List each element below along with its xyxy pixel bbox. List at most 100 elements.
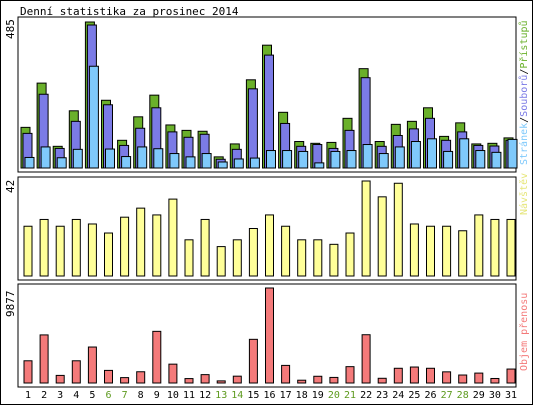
x-axis-day-label: 9 [154,390,160,401]
stranek-bar [56,157,67,169]
objem-bar [281,364,291,384]
navstev-bar [120,216,130,277]
objem-bar [361,334,371,384]
x-axis-day-label: 29 [473,390,485,401]
navstev-bar [265,214,274,277]
stranek-bar [410,141,421,169]
volume-max-label: 9877 [4,291,17,318]
x-axis-day-label: 18 [296,390,308,401]
stranek-bar [169,153,180,169]
navstev-bar [409,223,419,277]
stranek-bar [24,156,35,169]
stranek-bar [88,65,99,169]
stranek-bar [233,158,244,169]
objem-bar [474,372,484,384]
x-axis-day-label: 28 [457,390,469,401]
navstev-bar [281,225,291,277]
x-axis-day-label: 14 [231,390,243,401]
objem-bar [200,374,210,384]
hits-max-label: 485 [4,19,17,39]
navstev-bar [361,180,371,277]
objem-bar [232,375,242,384]
navstev-bar [313,239,323,277]
x-axis-day-label: 27 [441,390,453,401]
navstev-bar [297,239,307,277]
objem-bar [55,374,65,384]
x-axis-day-label: 23 [376,390,388,401]
stranek-bar [394,146,405,169]
stranek-bar [137,146,148,169]
navstev-bar [377,196,387,277]
objem-bar [506,368,516,384]
navstev-bar [136,207,146,277]
x-axis-day-label: 12 [199,390,211,401]
navstev-bar [152,214,162,277]
navstev-bar [232,239,242,277]
x-axis-day-label: 22 [360,390,372,401]
stranek-bar [362,144,373,169]
navstev-bar [71,218,81,277]
visits-max-label: 42 [4,180,17,193]
navstev-bar [458,230,468,277]
objem-bar [136,371,146,384]
x-axis-day-label: 4 [73,390,79,401]
navstev-bar [200,218,210,277]
hits-bars [20,21,518,169]
navstev-bar [23,225,33,277]
stranek-bar [72,148,83,169]
x-axis-day-label: 10 [167,390,179,401]
x-axis-day-label: 15 [247,390,259,401]
chart-title: Denní statistika za prosinec 2014 [20,5,239,18]
navstev-bar [490,218,500,277]
legend-souboru: Souborů [518,75,530,117]
x-axis-day-label: 7 [122,390,128,401]
objem-bar [313,375,323,384]
objem-bar [23,360,33,384]
objem-bar [442,371,452,384]
objem-bar [87,346,97,384]
stranek-bar [314,162,325,169]
stranek-bar [507,138,518,169]
stranek-bar [330,150,341,169]
x-axis-day-label: 25 [408,390,420,401]
x-axis-day-label: 31 [505,390,517,401]
legend-navstev: Návštěv [518,173,530,215]
stranek-bar [282,150,293,169]
stranek-bar [266,150,276,169]
x-axis-day-label: 16 [263,390,275,401]
x-axis-day-label: 6 [105,390,111,401]
stranek-bar [491,151,502,169]
navstev-bar [87,223,97,277]
stranek-bar [40,146,51,169]
stranek-bar [378,153,389,169]
x-axis-day-label: 24 [392,390,404,401]
stranek-bar [217,161,228,169]
navstev-bar [104,232,113,277]
objem-bar [490,377,500,384]
stranek-bar [201,153,212,169]
volume-bars [23,287,516,384]
x-axis-day-label: 30 [489,390,501,401]
hits-legend: Stránek/Souborů/Přístupů [518,20,530,165]
navstev-bar [55,225,65,277]
objem-bar [39,334,49,384]
objem-bar [71,360,81,384]
navstev-bar [168,198,178,277]
x-axis-day-label: 13 [215,390,227,401]
stranek-bar [427,138,437,169]
objem-bar [168,363,178,384]
stranek-bar [346,150,357,169]
navstev-bar [474,214,484,277]
legend-stranek: Stránek [518,123,530,165]
objem-bar [120,377,130,384]
stranek-bar [249,157,260,169]
stranek-bar [459,138,470,169]
x-axis-day-label: 20 [328,390,340,401]
navstev-bar [393,182,403,277]
objem-bar [426,367,435,384]
objem-bar [184,378,194,384]
x-axis-day-label: 17 [280,390,292,401]
stranek-bar [121,156,132,169]
